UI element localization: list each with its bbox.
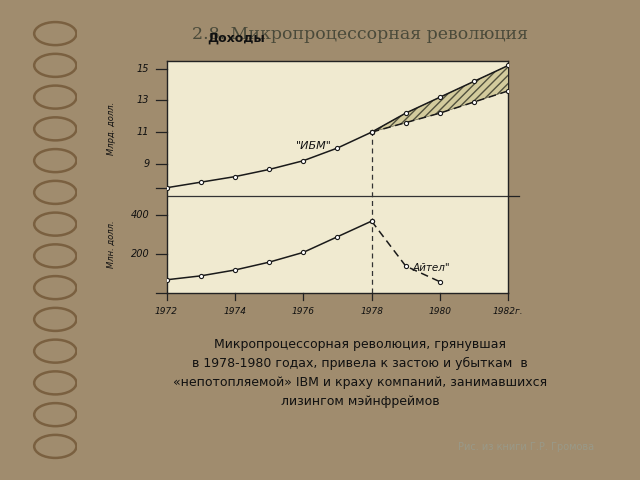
Text: 400: 400 — [131, 210, 150, 220]
Text: 200: 200 — [131, 250, 150, 259]
Text: Млрд. долл.: Млрд. долл. — [108, 102, 116, 155]
Text: 1974: 1974 — [223, 308, 246, 316]
Text: "ИБМ": "ИБМ" — [296, 141, 332, 151]
Text: Айтел": Айтел" — [413, 263, 450, 273]
Text: 1972: 1972 — [155, 308, 178, 316]
Text: Млн. долл.: Млн. долл. — [108, 221, 116, 268]
Text: 1978: 1978 — [360, 308, 383, 316]
Polygon shape — [372, 65, 508, 132]
Text: Доходы: Доходы — [207, 31, 266, 44]
Text: 15: 15 — [137, 64, 150, 73]
Text: 1976: 1976 — [292, 308, 315, 316]
Text: 2.8. Микропроцессорная революция: 2.8. Микропроцессорная революция — [192, 26, 528, 43]
Text: 13: 13 — [137, 96, 150, 106]
Text: 1980: 1980 — [428, 308, 451, 316]
Text: 1982г.: 1982г. — [493, 308, 524, 316]
Text: 9: 9 — [143, 159, 150, 169]
Text: Рис. из книги Г.Р. Громова: Рис. из книги Г.Р. Громова — [458, 442, 594, 452]
Text: 11: 11 — [137, 127, 150, 137]
Text: Микропроцессорная революция, грянувшая
в 1978-1980 годах, привела к застою и убы: Микропроцессорная революция, грянувшая в… — [173, 338, 547, 408]
